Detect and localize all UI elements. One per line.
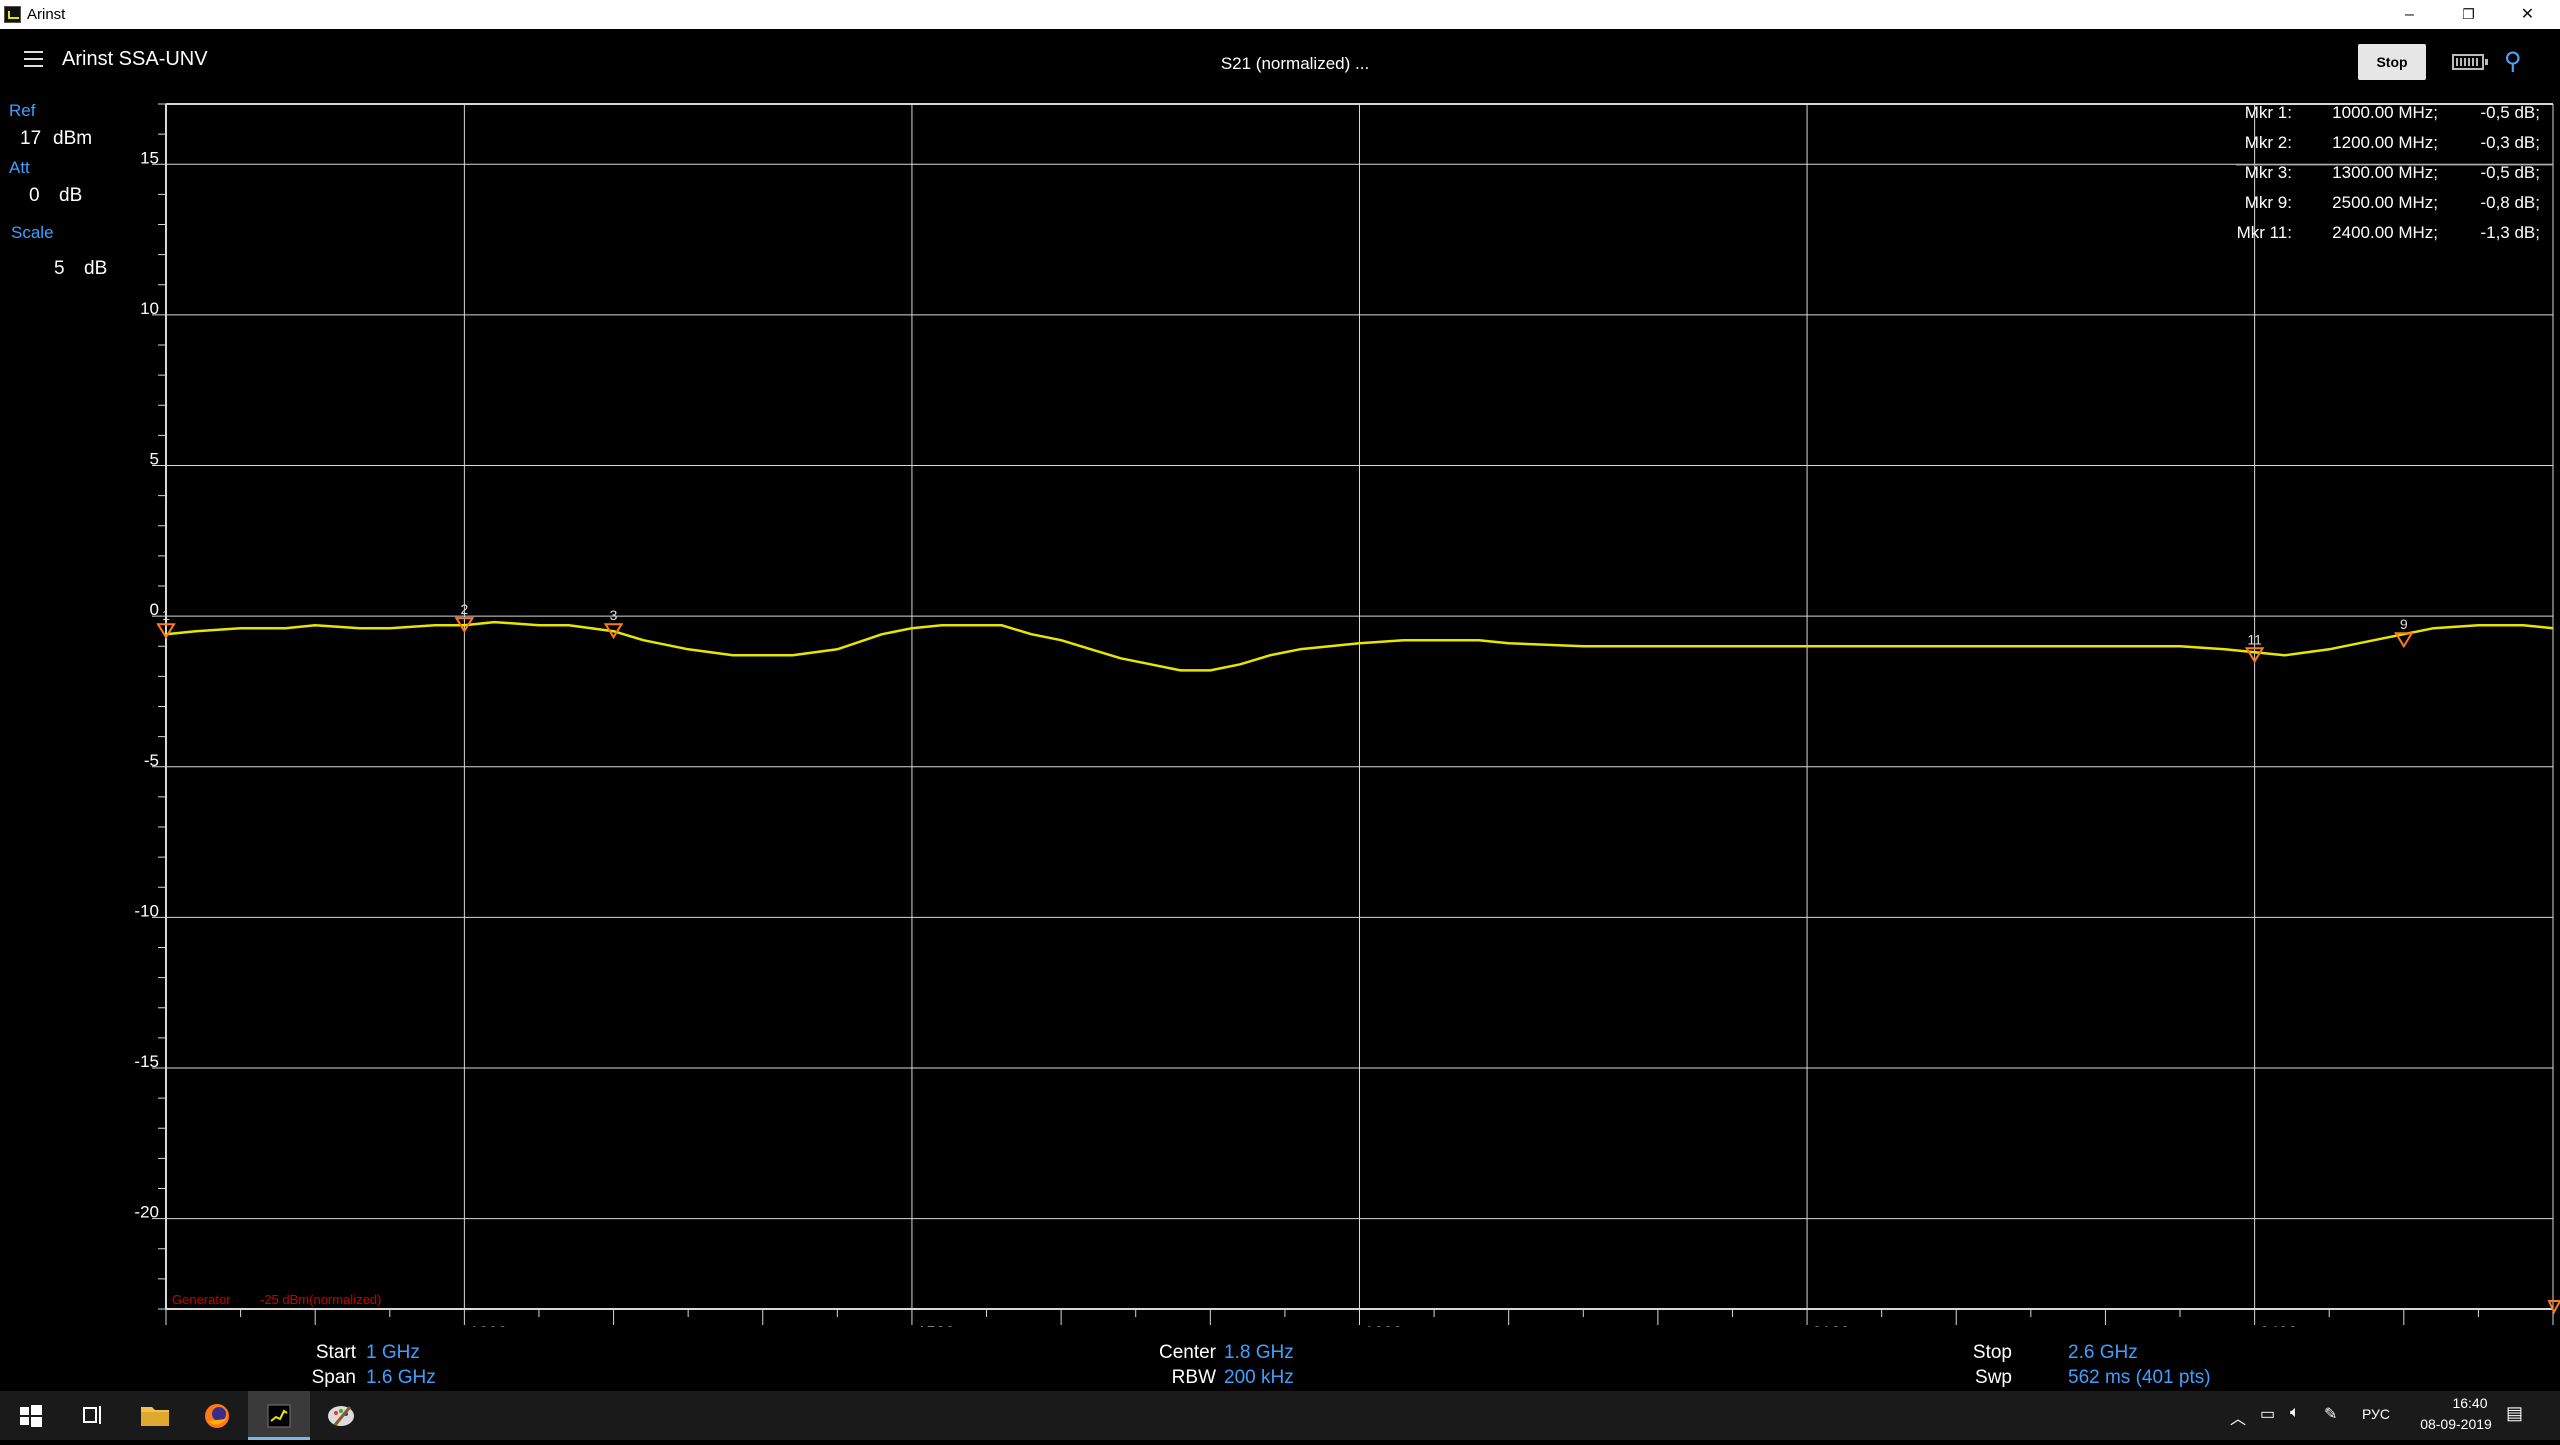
ref-label[interactable]: Ref xyxy=(9,101,36,120)
att-value[interactable]: 0 xyxy=(29,185,40,206)
taskbar: ︿ ▭ 🔈︎ ✎ РУС 16:40 08-09-2019 ▤ xyxy=(0,1391,2560,1440)
marker-9-label: 9 xyxy=(2400,616,2408,632)
start-label: Start xyxy=(315,1342,356,1363)
marker-3-icon[interactable] xyxy=(603,623,624,640)
marker-readout-freq: 1000.00 MHz; xyxy=(2332,103,2438,122)
marker-readout-label: Mkr 1: xyxy=(2245,103,2292,122)
window-titlebar: Arinst – ❐ ✕ xyxy=(0,0,2560,29)
minimize-button[interactable]: – xyxy=(2405,6,2414,23)
file-explorer-icon[interactable] xyxy=(124,1391,186,1440)
marker-11-label: 11 xyxy=(2247,631,2262,647)
generator-label: Generator xyxy=(172,1292,231,1307)
y-tick-label: 10 xyxy=(140,299,159,318)
marker-1-icon[interactable] xyxy=(156,623,176,640)
x-tick-label: 2100 xyxy=(1812,1323,1850,1327)
spectrum-chart[interactable]: 15 10 5 0 -5 -10 -15 -20 1200 1500 1800 2100 2400 1 2 3… xyxy=(0,97,2560,1327)
stop-freq-label: Stop xyxy=(1972,1342,2012,1363)
clock-date[interactable]: 08-09-2019 xyxy=(2420,1416,2492,1432)
marker-readout-value: -0,8 dB; xyxy=(2480,193,2540,212)
center-value[interactable]: 1.8 GHz xyxy=(1224,1342,1294,1363)
y-tick-label: -20 xyxy=(134,1203,159,1222)
ref-value[interactable]: 17 xyxy=(20,128,42,149)
ref-unit: dBm xyxy=(53,128,93,149)
marker-2-icon[interactable] xyxy=(454,617,475,634)
marker-readout-label: Mkr 2: xyxy=(2245,133,2292,152)
network-icon[interactable]: ▭ xyxy=(2260,1406,2276,1423)
marker-9-icon[interactable] xyxy=(2394,632,2414,649)
arinst-taskbar-button[interactable] xyxy=(248,1391,310,1440)
y-tick-label: -5 xyxy=(144,751,159,770)
marker-readout-label: Mkr 9: xyxy=(2245,193,2292,212)
scale-label[interactable]: Scale xyxy=(11,223,54,242)
rbw-label: RBW xyxy=(1171,1367,1216,1388)
scale-unit: dB xyxy=(84,258,108,279)
volume-icon[interactable]: 🔈︎ xyxy=(2290,1404,2300,1421)
restore-button[interactable]: ❐ xyxy=(2462,6,2475,22)
marker-readout-freq: 2500.00 MHz; xyxy=(2332,193,2438,212)
battery-icon xyxy=(2452,54,2488,70)
x-tick-label: 2400 xyxy=(2260,1323,2298,1327)
marker-readout-value: -0,3 dB; xyxy=(2480,133,2540,152)
swp-label: Swp xyxy=(1975,1367,2012,1388)
app-header xyxy=(0,29,2560,97)
marker-2-label: 2 xyxy=(460,601,468,617)
scale-value[interactable]: 5 xyxy=(54,258,65,279)
tray-chevron-icon[interactable]: ︿ xyxy=(2230,1411,2247,1428)
swp-value[interactable]: 562 ms (401 pts) xyxy=(2068,1367,2211,1388)
marker-readout-freq: 1300.00 MHz; xyxy=(2332,163,2438,182)
edge-marker-icon xyxy=(2547,1300,2560,1315)
clock-time[interactable]: 16:40 xyxy=(2452,1395,2488,1411)
y-tick-label: 0 xyxy=(150,600,159,619)
windows-start-icon[interactable] xyxy=(0,1391,62,1440)
marker-readout-freq: 2400.00 MHz; xyxy=(2332,223,2438,242)
y-tick-label: 15 xyxy=(140,148,159,167)
window-title: Arinst xyxy=(27,6,66,23)
menu-icon[interactable] xyxy=(24,51,43,67)
measurement-mode[interactable]: S21 (normalized) ... xyxy=(1220,54,1370,73)
generator-value: -25 dBm(normalized) xyxy=(260,1292,381,1307)
y-tick-label: 5 xyxy=(150,450,159,469)
task-view-icon[interactable] xyxy=(62,1391,124,1440)
language-indicator[interactable]: РУС xyxy=(2362,1406,2391,1422)
marker-readout-value: -0,5 dB; xyxy=(2480,163,2540,182)
device-name: Arinst SSA-UNV xyxy=(62,48,208,70)
marker-readout-value: -1,3 dB; xyxy=(2480,223,2540,242)
arinst-app-icon xyxy=(4,6,21,23)
notification-icon[interactable]: ▤ xyxy=(2506,1403,2524,1423)
marker-3-label: 3 xyxy=(610,607,618,623)
marker-readout-label: Mkr 11: xyxy=(2237,223,2292,242)
firefox-icon[interactable] xyxy=(186,1391,248,1440)
center-label: Center xyxy=(1158,1342,1216,1363)
x-tick-label: 1200 xyxy=(469,1323,507,1327)
span-label: Span xyxy=(311,1367,356,1388)
trace-line xyxy=(165,620,2554,672)
marker-1-label: 1 xyxy=(162,607,170,623)
x-tick-label: 1800 xyxy=(1365,1323,1403,1327)
pen-icon[interactable]: ✎ xyxy=(2324,1406,2338,1423)
marker-11-icon[interactable] xyxy=(2244,647,2265,664)
span-value[interactable]: 1.6 GHz xyxy=(366,1367,436,1388)
stop-freq-value[interactable]: 2.6 GHz xyxy=(2068,1342,2138,1363)
att-label[interactable]: Att xyxy=(9,158,30,177)
usb-icon: ⚲ xyxy=(2504,48,2522,75)
x-tick-label: 1500 xyxy=(917,1323,955,1327)
close-button[interactable]: ✕ xyxy=(2520,6,2535,23)
marker-readout-label: Mkr 3: xyxy=(2245,163,2292,182)
marker-readout-freq: 1200.00 MHz; xyxy=(2332,133,2438,152)
stop-button[interactable]: Stop xyxy=(2358,44,2426,80)
att-unit: dB xyxy=(59,185,83,206)
y-tick-label: -10 xyxy=(134,901,159,920)
y-tick-label: -15 xyxy=(134,1052,159,1071)
start-value[interactable]: 1 GHz xyxy=(366,1342,420,1363)
paint-app-icon[interactable] xyxy=(310,1391,372,1440)
marker-readout-value: -0,5 dB; xyxy=(2480,103,2540,122)
rbw-value[interactable]: 200 kHz xyxy=(1224,1367,1294,1388)
